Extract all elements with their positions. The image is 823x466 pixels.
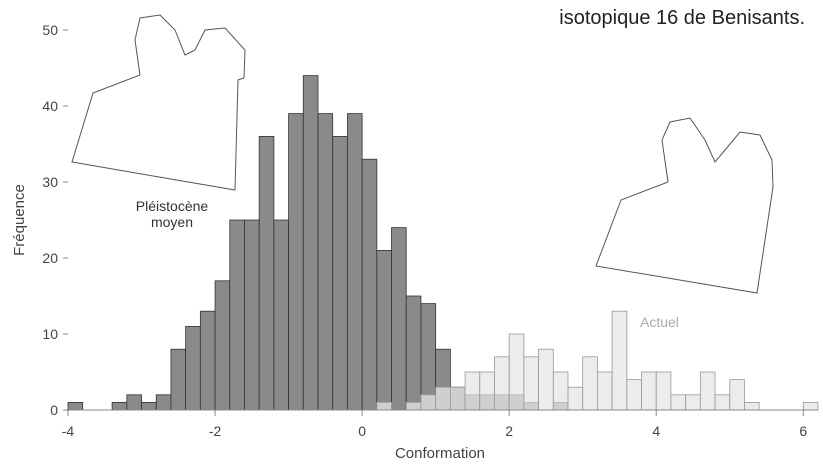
histogram-bar [185,325,201,411]
histogram-bar [420,303,437,411]
histogram-bar [347,113,363,411]
histogram-bar [538,348,554,411]
series-annotation: Pléistocène moyen [135,198,209,230]
histogram-bar [685,394,701,411]
histogram-bar [405,295,422,411]
histogram-bar [229,219,245,411]
histogram-bar [199,310,216,411]
histogram-bar [361,158,378,411]
histogram-bar [714,394,731,411]
histogram-bar [435,386,451,411]
histogram-bar [391,227,407,411]
x-tick-label: -2 [209,423,222,439]
histogram-bar [464,371,481,411]
series-annotation: Actuel [640,314,679,330]
x-axis-label: Conformation [395,445,485,462]
histogram-bar [126,394,142,411]
y-tick-label: 30 [42,174,58,190]
histogram-bar [288,113,304,411]
histogram-bar [641,371,657,411]
histogram-bar [214,280,231,411]
y-tick-label: 50 [42,22,58,38]
x-tick-label: 4 [652,423,660,439]
x-tick-label: 6 [799,423,807,439]
histogram-bar [170,348,187,411]
histogram-bar [317,113,334,411]
histogram-bar [552,371,569,411]
histogram-bar [699,371,716,411]
histogram-bar [258,135,275,411]
histogram-bar [597,371,613,411]
histogram-bar [744,401,760,411]
histogram-bar [141,401,157,411]
x-tick-label: -4 [62,423,75,439]
histogram-bar [376,401,392,411]
histogram-bar [655,371,672,411]
y-axis-label: Fréquence [11,184,28,256]
histogram-bar [523,356,539,411]
histogram-bar [611,310,628,411]
y-tick-label: 20 [42,250,58,266]
histogram-bar [582,356,598,411]
histogram-bar [67,401,84,411]
histogram-bar [449,386,466,411]
histogram-bar [479,371,495,411]
histogram-bar [155,394,172,411]
histogram-bar [670,394,687,411]
histogram-bar [405,401,422,411]
histogram-bar [111,401,128,411]
caption: isotopique 16 de Benisants. [559,7,805,29]
histogram-bar [729,379,745,411]
y-tick-label: 40 [42,98,58,114]
histogram-bar [567,386,584,411]
y-tick-label: 10 [42,326,58,342]
histogram-bar [244,219,260,411]
histogram-bar [802,401,819,411]
histogram-bar [302,75,319,411]
x-tick-label: 2 [505,423,513,439]
histogram-bar [420,394,437,411]
histogram-bar [376,249,392,411]
histogram-bar [508,333,525,411]
histogram-bar [273,219,289,411]
histogram-bar [626,379,642,411]
histogram-bar [494,356,510,411]
outline-drawing [71,14,774,294]
histogram-bar [332,135,348,411]
y-tick-label: 0 [50,402,58,418]
x-tick-label: 0 [358,423,366,439]
